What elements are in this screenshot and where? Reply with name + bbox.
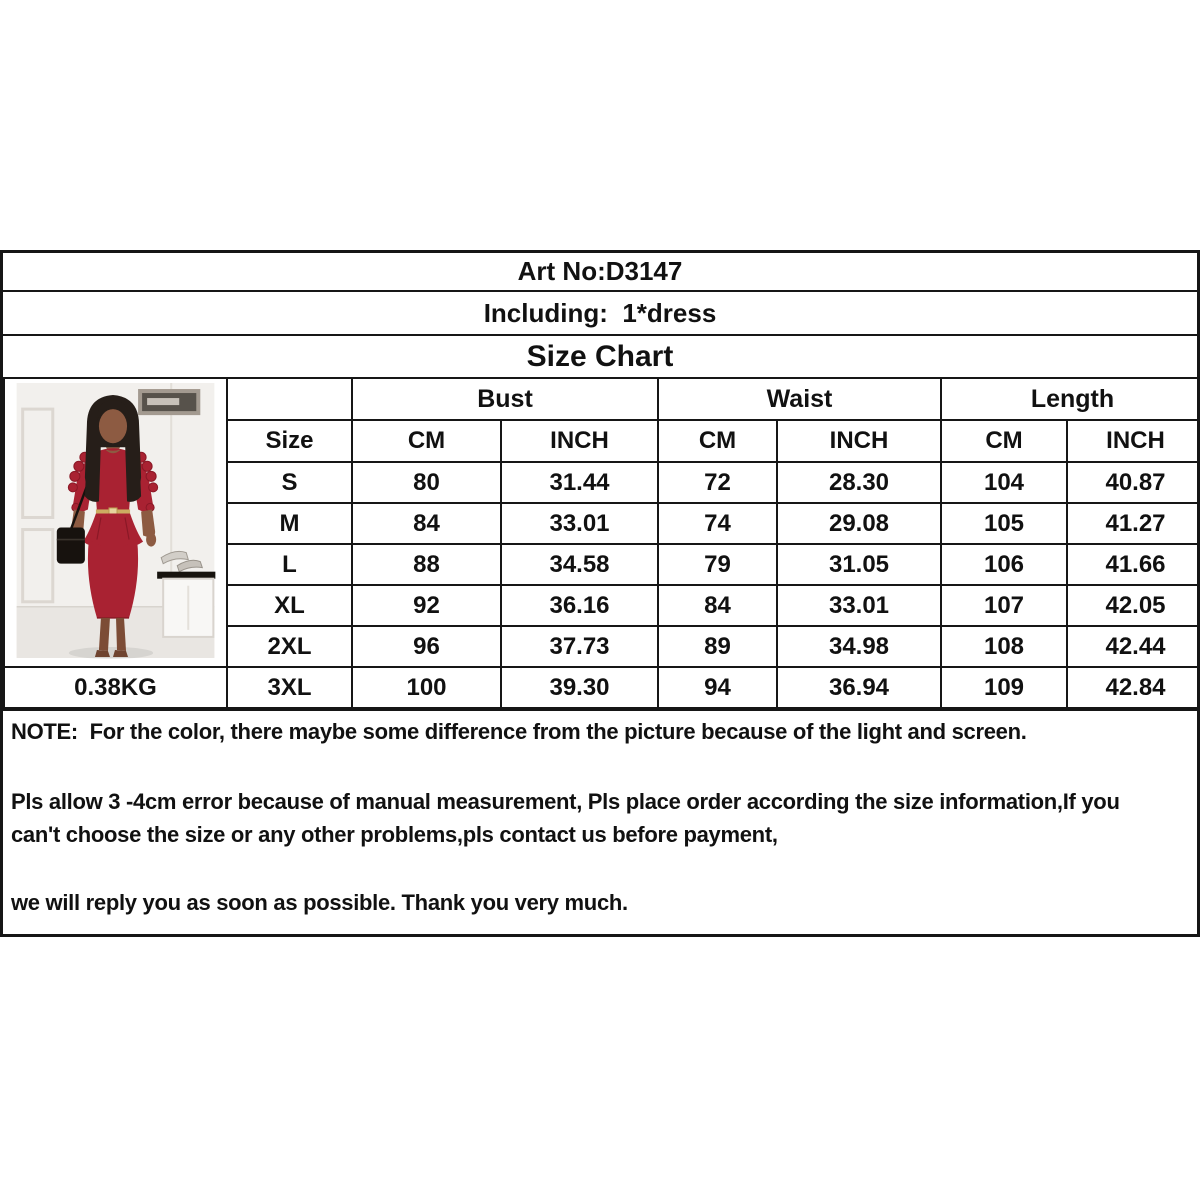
measurement-cell: 28.30: [776, 461, 942, 504]
measurement-cell: 100: [351, 666, 502, 709]
column-group-length: Length: [939, 377, 1200, 421]
dress-skirt: [87, 539, 139, 618]
face: [98, 409, 128, 444]
size-label-cell: M: [226, 502, 353, 545]
measurement-cell: 41.27: [1065, 502, 1200, 545]
dress-peplum: [82, 513, 144, 549]
header-bust-inch: INCH: [500, 419, 659, 463]
measurement-cell: 105: [940, 502, 1068, 545]
floor-shadow: [68, 646, 154, 659]
measurement-cell: 94: [657, 666, 778, 709]
measurement-cell: 79: [657, 543, 778, 586]
measurement-cell: 41.66: [1065, 543, 1200, 586]
shelf-slab: [157, 571, 216, 579]
measurement-cell: 34.98: [776, 625, 942, 668]
measurement-cell: 33.01: [500, 502, 659, 545]
size-row-3xl: 0.38KG 3XL 100 39.30 94 36.94 109 42.84: [3, 666, 1200, 709]
header-length-inch: INCH: [1065, 419, 1200, 463]
measurement-cell: 88: [351, 543, 502, 586]
size-chart-title: Size Chart: [526, 339, 674, 373]
header-size: Size: [226, 419, 353, 463]
note-line: NOTE: For the color, there maybe some di…: [11, 719, 1027, 744]
note-line: we will reply you as soon as possible. T…: [11, 890, 628, 915]
measurement-cell: 89: [657, 625, 778, 668]
including-text: Including: 1*dress: [483, 297, 717, 328]
size-row-s: S 80 31.44 72 28.30 104 40.87: [4, 461, 1200, 504]
measurement-cell: 29.08: [776, 502, 942, 545]
measurement-cell: 84: [657, 584, 778, 627]
measurement-cell: 72: [657, 461, 778, 504]
note-line: Pls allow 3 -4cm error because of manual…: [11, 789, 1120, 814]
measurement-cell: 42.84: [1065, 666, 1200, 709]
size-label-cell: L: [226, 543, 353, 586]
product-photo-cell: [3, 377, 228, 668]
sub-header-row: Size CM INCH CM INCH CM INCH: [4, 419, 1200, 463]
column-group-waist: Waist: [657, 377, 942, 421]
shoe: [94, 649, 110, 657]
measurement-cell: 36.94: [776, 666, 942, 709]
measurement-cell: 42.05: [1065, 584, 1200, 627]
heels-on-shelf: [157, 550, 216, 638]
measurement-cell: 84: [351, 502, 502, 545]
measurement-cell: 34.58: [500, 543, 659, 586]
hair: [119, 417, 142, 502]
picture-frame: [138, 389, 201, 416]
dress-bodice: [93, 448, 133, 512]
group-header-row: Bust Waist Length: [3, 377, 1200, 668]
wall-panel: [21, 407, 55, 519]
size-chart-title-row: Size Chart: [3, 334, 1197, 377]
size-row-2xl: 2XL 96 37.73 89 34.98 108 42.44: [4, 625, 1200, 668]
weight-cell: 0.38KG: [3, 666, 228, 709]
measurement-cell: 36.16: [500, 584, 659, 627]
hair: [84, 417, 107, 502]
hair-fringe: [96, 400, 130, 422]
measurement-cell: 109: [940, 666, 1068, 709]
header-waist-cm: CM: [657, 419, 778, 463]
measurement-cell: 96: [351, 625, 502, 668]
empty-header-cell: [226, 377, 353, 421]
measurement-cell: 33.01: [776, 584, 942, 627]
size-label-cell: 3XL: [226, 666, 353, 709]
header-waist-inch: INCH: [776, 419, 942, 463]
note-line: can't choose the size or any other probl…: [11, 822, 778, 847]
art-no-row: Art No:D3147: [3, 253, 1197, 290]
measurement-cell: 40.87: [1065, 461, 1200, 504]
art-no-text: Art No:D3147: [517, 256, 683, 286]
measurement-cell: 42.44: [1065, 625, 1200, 668]
sheet-frame: Art No:D3147 Including: 1*dress Size Cha…: [0, 250, 1200, 937]
measurement-cell: 80: [351, 461, 502, 504]
size-label-cell: S: [226, 461, 353, 504]
column-group-bust: Bust: [351, 377, 659, 421]
handbag: [56, 527, 85, 564]
size-row-xl: XL 92 36.16 84 33.01 107 42.05: [4, 584, 1200, 627]
notes-section: NOTE: For the color, there maybe some di…: [3, 709, 1197, 934]
measurement-cell: 106: [940, 543, 1068, 586]
size-chart-table: Bust Waist Length Size CM INCH CM INCH C…: [3, 377, 1200, 709]
header-length-cm: CM: [940, 419, 1068, 463]
size-row-l: L 88 34.58 79 31.05 106 41.66: [4, 543, 1200, 586]
header-bust-cm: CM: [351, 419, 502, 463]
heel-icon: [176, 559, 204, 573]
product-photo: [16, 383, 216, 659]
measurement-cell: 37.73: [500, 625, 659, 668]
size-label-cell: XL: [226, 584, 353, 627]
measurement-cell: 74: [657, 502, 778, 545]
measurement-cell: 31.05: [776, 543, 942, 586]
measurement-cell: 104: [940, 461, 1068, 504]
measurement-cell: 92: [351, 584, 502, 627]
measurement-cell: 39.30: [500, 666, 659, 709]
including-row: Including: 1*dress: [3, 290, 1197, 334]
model-figure: [56, 395, 159, 659]
shoe: [112, 649, 129, 657]
heel-icon: [160, 550, 189, 565]
measurement-cell: 107: [940, 584, 1068, 627]
size-label-cell: 2XL: [226, 625, 353, 668]
measurement-cell: 31.44: [500, 461, 659, 504]
measurement-cell: 108: [940, 625, 1068, 668]
size-row-m: M 84 33.01 74 29.08 105 41.27: [4, 502, 1200, 545]
wall-panel: [21, 528, 55, 604]
